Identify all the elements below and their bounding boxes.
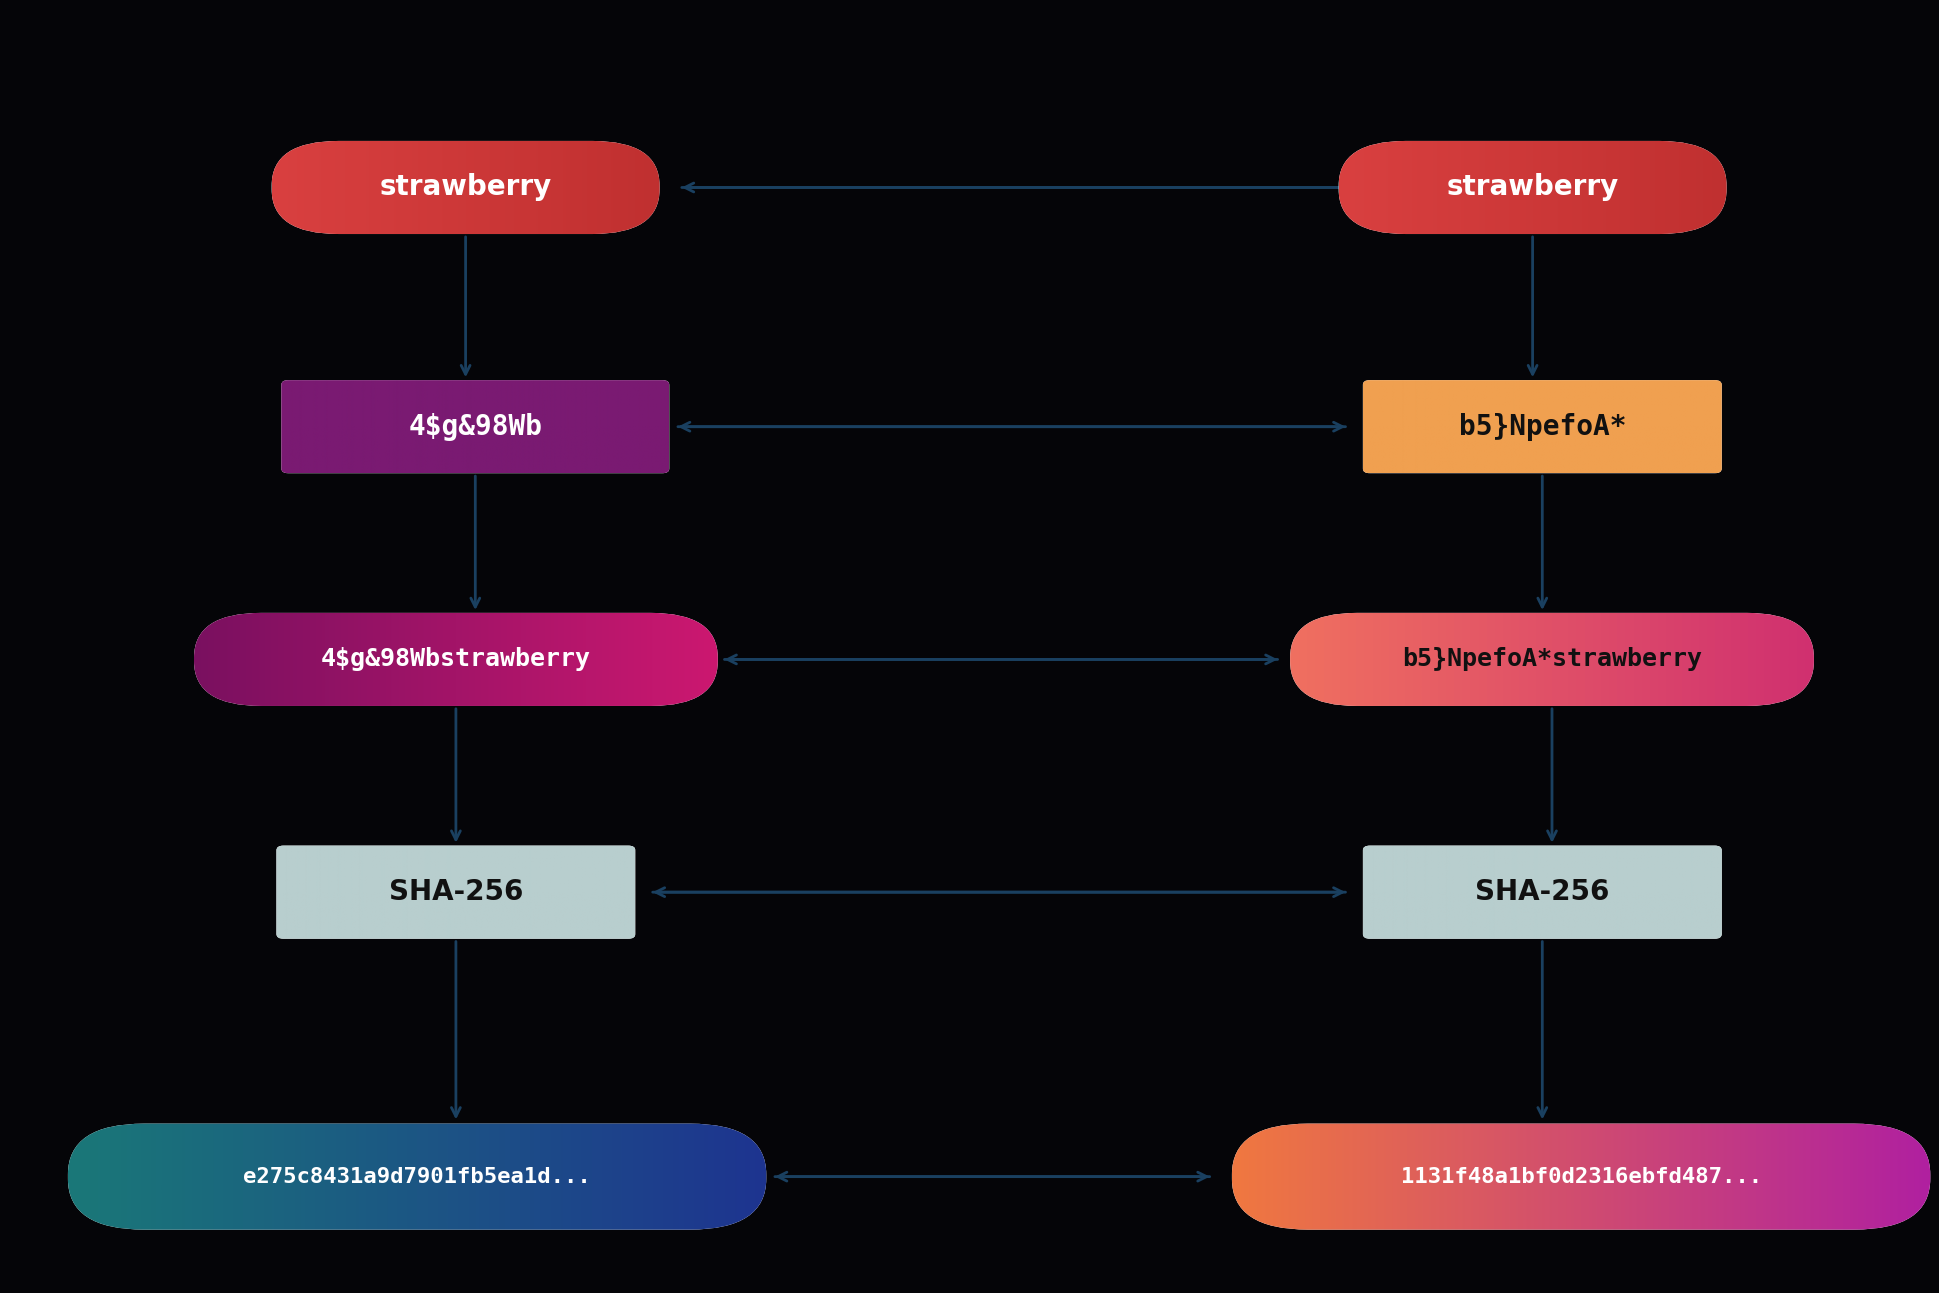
- Text: SHA-256: SHA-256: [1474, 878, 1609, 906]
- FancyBboxPatch shape: [1289, 613, 1813, 706]
- FancyBboxPatch shape: [68, 1124, 766, 1230]
- Text: e275c8431a9d7901fb5ea1d...: e275c8431a9d7901fb5ea1d...: [242, 1166, 591, 1187]
- Text: strawberry: strawberry: [380, 173, 551, 202]
- Text: 4$g&98Wb: 4$g&98Wb: [407, 412, 543, 441]
- FancyBboxPatch shape: [1361, 380, 1722, 473]
- FancyBboxPatch shape: [1361, 846, 1722, 939]
- Text: b5}NpefoA*: b5}NpefoA*: [1458, 412, 1625, 441]
- FancyBboxPatch shape: [194, 613, 717, 706]
- Text: 4$g&98Wbstrawberry: 4$g&98Wbstrawberry: [320, 648, 591, 671]
- FancyBboxPatch shape: [271, 141, 659, 234]
- Text: strawberry: strawberry: [1446, 173, 1617, 202]
- FancyBboxPatch shape: [281, 380, 669, 473]
- Text: b5}NpefoA*strawberry: b5}NpefoA*strawberry: [1402, 648, 1701, 671]
- FancyBboxPatch shape: [1338, 141, 1726, 234]
- Text: SHA-256: SHA-256: [388, 878, 524, 906]
- Text: 1131f48a1bf0d2316ebfd487...: 1131f48a1bf0d2316ebfd487...: [1400, 1166, 1761, 1187]
- FancyBboxPatch shape: [1231, 1124, 1929, 1230]
- FancyBboxPatch shape: [275, 846, 634, 939]
